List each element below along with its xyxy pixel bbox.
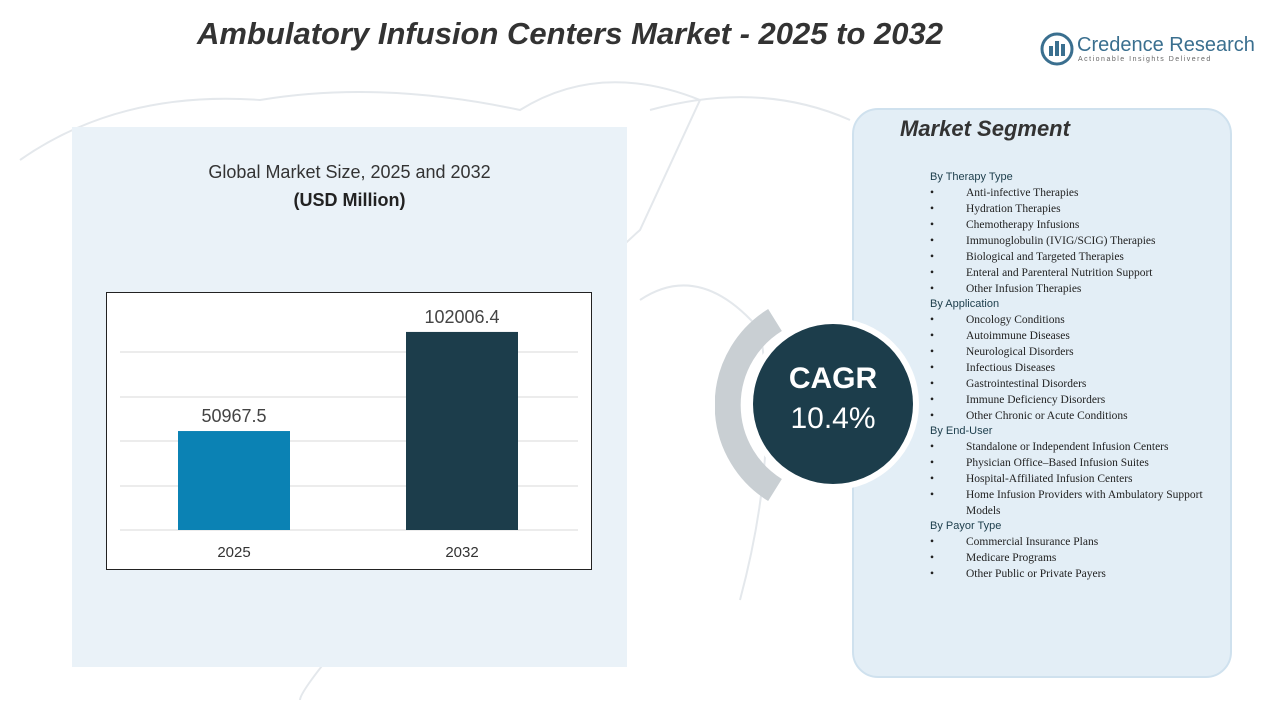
segment-item: Enteral and Parenteral Nutrition Support [930,265,1220,281]
page-title: Ambulatory Infusion Centers Market - 202… [197,16,943,51]
x-tick-label: 2032 [445,544,478,561]
segment-item: Anti-infective Therapies [930,185,1220,201]
segment-item: Other Chronic or Acute Conditions [930,408,1220,424]
segment-item: Neurological Disorders [930,344,1220,360]
segment-item: Hydration Therapies [930,201,1220,217]
chart-subtitle: (USD Million) [293,190,406,210]
value-label: 50967.5 [201,406,266,426]
segment-item: Other Public or Private Payers [930,566,1220,582]
segment-heading: By Therapy Type [930,171,1013,183]
cagr-label: CAGR [789,362,878,395]
segment-heading: By End-User [930,425,993,437]
segment-item: Gastrointestinal Disorders [930,376,1220,392]
segment-heading: By Application [930,298,1000,310]
logo-tagline: Actionable Insights Delivered [1078,56,1212,63]
logo-name: Credence Research [1077,34,1255,56]
segment-item: Other Infusion Therapies [930,281,1220,297]
segment-heading: By Payor Type [930,520,1002,532]
segment-item: Physician Office–Based Infusion Suites [930,455,1220,471]
segment-item: Standalone or Independent Infusion Cente… [930,439,1220,455]
segment-item: Biological and Targeted Therapies [930,249,1220,265]
segment-item: Immune Deficiency Disorders [930,392,1220,408]
value-label: 102006.4 [424,307,499,327]
segment-item: Medicare Programs [930,550,1220,566]
segment-item: Hospital-Affiliated Infusion Centers [930,471,1220,487]
cagr-badge: CAGR 10.4% [715,308,919,502]
x-tick-label: 2025 [217,544,250,561]
segment-item: Chemotherapy Infusions [930,217,1220,233]
bar-chart: 2025 50967.5 2032 102006.4 [106,292,592,570]
segment-item: Home Infusion Providers with Ambulatory … [930,487,1220,519]
segment-title: Market Segment [900,116,1070,141]
cagr-value: 10.4% [790,402,875,435]
segment-item: Autoimmune Diseases [930,328,1220,344]
bar [178,431,290,530]
chart-title: Global Market Size, 2025 and 2032 [208,162,491,182]
segment-item: Immunoglobulin (IVIG/SCIG) Therapies [930,233,1220,249]
segment-item: Oncology Conditions [930,312,1220,328]
segment-item: Commercial Insurance Plans [930,534,1220,550]
logo-icon [1040,32,1074,66]
bar [406,331,518,530]
segment-item: Infectious Diseases [930,360,1220,376]
segment-list: By Therapy TypeAnti-infective TherapiesH… [930,170,1220,582]
